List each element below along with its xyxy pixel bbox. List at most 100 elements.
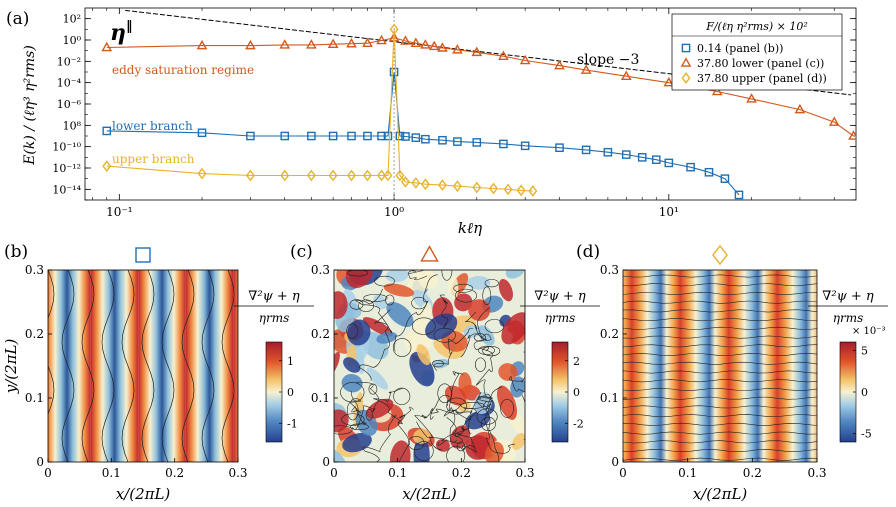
data-point xyxy=(389,23,399,36)
streamline xyxy=(508,351,525,393)
streamline xyxy=(623,352,817,357)
streamline xyxy=(455,288,478,303)
streamline xyxy=(521,394,525,440)
streamline xyxy=(478,345,495,355)
streamline xyxy=(413,441,434,461)
data-point xyxy=(411,177,421,189)
data-point xyxy=(307,131,316,141)
data-point xyxy=(519,54,531,65)
data-point xyxy=(437,179,447,191)
y-tick-label: 0.3 xyxy=(311,263,330,277)
field-frame xyxy=(622,269,818,463)
data-point xyxy=(554,59,565,70)
y-tick-label: 0.2 xyxy=(311,327,330,341)
streamline xyxy=(346,323,359,339)
streamline xyxy=(385,294,395,306)
field-stripe xyxy=(48,270,91,462)
streamline xyxy=(482,286,492,305)
streamline xyxy=(437,383,452,403)
data-point xyxy=(306,169,316,182)
vortex-blob xyxy=(414,302,432,335)
data-point xyxy=(347,131,356,141)
vortex-blob xyxy=(343,357,361,373)
spectrum-xlabel: kℓη xyxy=(458,219,482,237)
y-tick-label: 0 xyxy=(36,455,44,469)
vortex-blob xyxy=(366,398,394,419)
streamline xyxy=(500,399,514,418)
vortex-blob xyxy=(465,435,491,460)
field-frame xyxy=(333,269,526,463)
data-point xyxy=(102,160,112,172)
triangle-icon xyxy=(420,245,439,262)
y-tick-label: 0.1 xyxy=(311,391,330,405)
y-tick-label: 10⁻⁴ xyxy=(57,77,82,90)
data-point xyxy=(245,169,255,182)
streamline xyxy=(475,348,494,400)
colorbar-tick-label: 5 xyxy=(861,344,868,357)
legend-entry-label: 37.80 upper (panel (d)) xyxy=(697,72,827,85)
colorbar-tick-label: -2 xyxy=(573,417,584,430)
streamline xyxy=(352,381,380,430)
streamline xyxy=(460,306,492,357)
field-stripe xyxy=(233,270,238,462)
streamline xyxy=(476,397,500,462)
field-image xyxy=(48,270,238,462)
colorbar-title-top: ∇²ψ + η xyxy=(822,289,874,304)
data-point xyxy=(664,158,674,168)
streamline xyxy=(623,457,817,461)
streamline xyxy=(623,431,817,435)
data-point xyxy=(410,37,422,47)
field-panels: (b) 0 0.1 0.2 0.3 0 0.1 0.2 0.3 x/(2πL) y/(2πL) ∇²ψ… xyxy=(2,242,888,503)
slope-reference-line xyxy=(125,9,851,96)
data-point xyxy=(420,178,430,191)
data-point xyxy=(620,70,632,81)
data-point xyxy=(197,167,207,180)
field-panel-label: (b) xyxy=(4,242,28,262)
data-point xyxy=(555,143,564,153)
legend-entry-label: 0.14 (panel (b)) xyxy=(697,42,783,55)
y-tick-label: 0 xyxy=(322,455,330,469)
streamline xyxy=(623,344,817,348)
streamline xyxy=(623,370,817,374)
streamline xyxy=(446,416,478,453)
streamline xyxy=(368,383,378,395)
data-point xyxy=(279,39,291,49)
legend-entry-label: 37.80 lower (panel (c)) xyxy=(697,57,824,70)
spectrum-axis-ticks: 10⁻¹ 10⁰ 10¹ 10² 10⁰ 10⁻² 10⁻⁴ 10⁻⁶ 10⁸ 10⁻¹⁰ 10⁻¹… xyxy=(52,8,856,219)
colorbar-tick-label: 2 xyxy=(573,355,580,368)
y-tick-label: 10² xyxy=(63,13,81,26)
streamline xyxy=(349,299,364,310)
data-point xyxy=(411,133,421,142)
data-point xyxy=(438,135,447,145)
y-tick-label: 10⁻⁶ xyxy=(57,98,82,111)
legend-square-icon xyxy=(681,43,691,53)
data-point xyxy=(428,40,440,51)
diamond-icon xyxy=(712,244,728,266)
streamline xyxy=(48,270,55,462)
vortex-blob xyxy=(341,373,363,393)
data-point xyxy=(347,169,357,182)
data-point xyxy=(401,132,410,141)
field-stripe xyxy=(812,270,817,462)
y-tick-label: 0.2 xyxy=(600,327,619,341)
colorbar-title-bottom: ηrms xyxy=(545,311,575,325)
upper-annotation: upper branch xyxy=(112,152,195,166)
data-point xyxy=(102,126,112,136)
streamline xyxy=(453,283,474,293)
streamline xyxy=(623,274,817,278)
colorbar-title-top: ∇²ψ + η xyxy=(534,289,586,304)
streamline xyxy=(474,357,486,372)
streamline xyxy=(81,270,95,462)
data-point xyxy=(720,174,730,183)
vortex-blob xyxy=(366,367,389,390)
field-xlabel: x/(2πL) xyxy=(693,485,748,503)
vortex-blob xyxy=(468,299,491,321)
data-point xyxy=(197,128,207,138)
data-point xyxy=(711,85,723,96)
data-point xyxy=(651,155,661,164)
vortex-blob xyxy=(383,283,415,297)
data-point xyxy=(376,34,387,45)
streamline xyxy=(623,414,817,418)
data-point xyxy=(280,131,290,141)
